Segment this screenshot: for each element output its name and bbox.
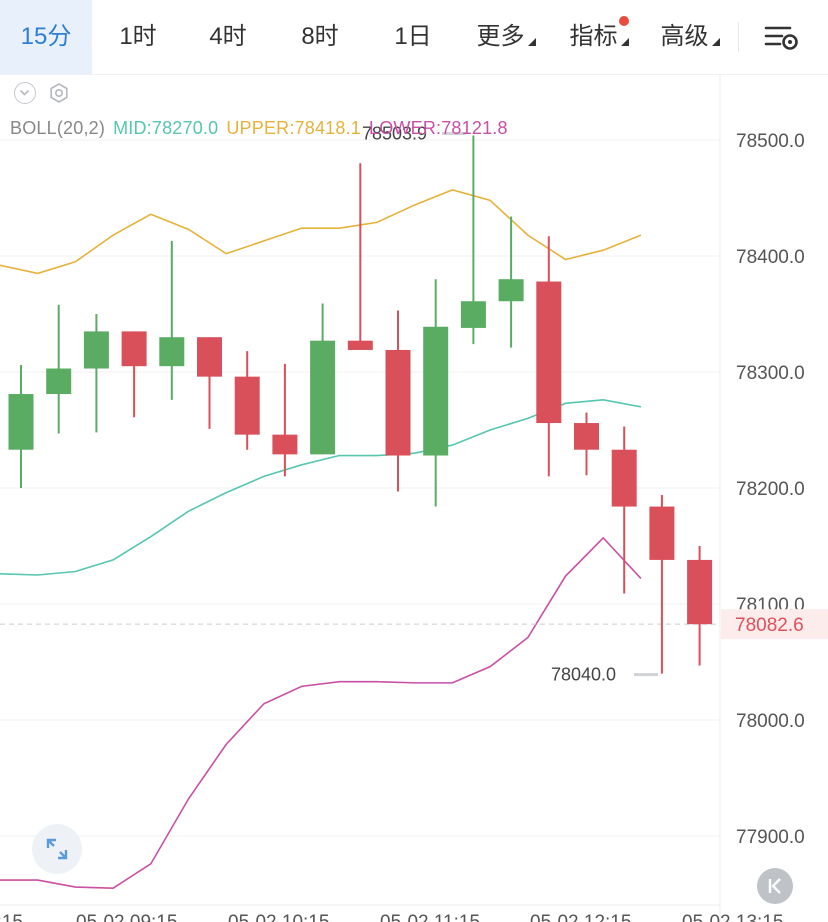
- boll-name: BOLL(20,2): [10, 118, 106, 138]
- boll-lower-value: LOWER:78121.8: [369, 118, 508, 138]
- boll-legend: BOLL(20,2) MID:78270.0 UPPER:78418.1 LOWER:…: [10, 118, 516, 139]
- price-tick-label: 77900.0: [736, 827, 805, 848]
- toolbar-divider: [738, 22, 739, 52]
- expand-fullscreen-button[interactable]: [32, 824, 82, 874]
- candle-down: [687, 559, 713, 625]
- dropdown-triangle-icon: [711, 38, 720, 46]
- dropdown-triangle-icon: [527, 38, 536, 46]
- candle-down: [234, 376, 260, 435]
- price-chart-area[interactable]: 78500.0 78400.0 78300.0 78200.0 78100.0 78000…: [0, 74, 828, 922]
- candle-down: [121, 331, 147, 367]
- boll-upper-value: UPPER:78418.1: [226, 118, 362, 138]
- candle-up: [310, 340, 336, 455]
- tab-indicators[interactable]: 指标: [563, 0, 635, 74]
- time-tick-label: 05-02 13:15: [682, 912, 783, 922]
- candle-down: [385, 349, 411, 456]
- boll-mid-value: MID:78270.0: [113, 118, 219, 138]
- time-tick-label: 05-02 09:15: [76, 912, 177, 922]
- dropdown-triangle-icon: [620, 38, 629, 46]
- chart-settings-icon[interactable]: [760, 20, 804, 54]
- candle-up: [46, 368, 72, 395]
- current-price-tag-bg: [721, 609, 828, 640]
- scroll-to-latest-button[interactable]: [757, 868, 793, 904]
- time-tick-label: 05-02 11:15: [380, 912, 480, 922]
- candle-down: [272, 434, 298, 455]
- tab-8h[interactable]: 8时: [301, 23, 339, 50]
- price-tick-label: 78000.0: [736, 711, 805, 732]
- tab-advanced-label: 高级: [660, 23, 709, 50]
- boll-upper-line: [0, 189, 642, 275]
- candle-up: [498, 279, 524, 302]
- expand-arrows-icon: [46, 838, 68, 860]
- price-tick-label: 78500.0: [736, 131, 805, 152]
- candle-up: [159, 337, 185, 367]
- candle-up: [460, 301, 486, 328]
- candle-down: [536, 281, 562, 424]
- price-tick-label: 78200.0: [736, 479, 805, 500]
- candle-up: [423, 326, 449, 456]
- candle-down: [649, 506, 675, 560]
- low-price-label: 78040.0: [551, 665, 616, 685]
- tab-more[interactable]: 更多: [470, 0, 542, 74]
- tab-indicators-label: 指标: [569, 23, 618, 50]
- high-price-label: 78503.9: [362, 123, 427, 143]
- indicator-settings-gear-icon[interactable]: [48, 82, 70, 104]
- candlestick-chart[interactable]: 78500.078400.078300.078200.078100.078000…: [0, 74, 828, 922]
- time-tick-label: 05-02 12:15: [530, 912, 631, 922]
- tab-more-label: 更多: [476, 23, 525, 50]
- boll-lower-line: [0, 536, 642, 890]
- collapse-chevron-icon[interactable]: [14, 82, 36, 104]
- price-tick-label: 78400.0: [736, 247, 805, 268]
- candle-down: [197, 337, 222, 377]
- tab-1d[interactable]: 1日: [394, 23, 432, 50]
- tab-advanced[interactable]: 高级: [654, 0, 726, 74]
- tab-15m[interactable]: 15分: [0, 0, 92, 74]
- notification-dot-icon: [619, 16, 629, 26]
- candle-down: [574, 423, 599, 450]
- boll-mid-line: [0, 399, 642, 576]
- candle-up: [8, 394, 34, 450]
- candle-down: [347, 340, 373, 350]
- candle-up: [83, 331, 109, 369]
- current-price-label: 78082.6: [735, 615, 804, 636]
- skip-to-end-icon: [768, 878, 781, 894]
- candle-down: [611, 449, 637, 507]
- tab-4h[interactable]: 4时: [209, 23, 247, 50]
- tab-1h[interactable]: 1时: [119, 23, 157, 50]
- price-tick-label: 78300.0: [736, 363, 805, 384]
- time-tick-label: 8:15: [0, 912, 23, 922]
- timeframe-toolbar: 15分 1时 4时 8时 1日 更多 指标 高级: [0, 0, 828, 75]
- time-tick-label: 05-02 10:15: [228, 912, 329, 922]
